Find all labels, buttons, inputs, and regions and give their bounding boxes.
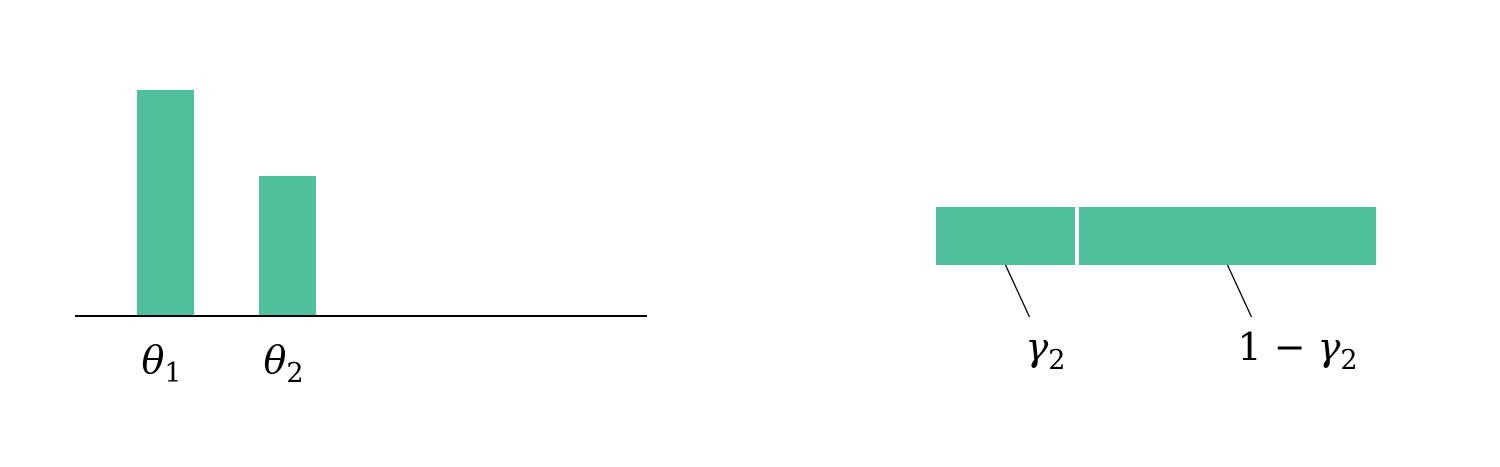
one-minus-prefix: 1 −: [1237, 325, 1317, 369]
bar-theta-2: [259, 176, 316, 316]
bar-theta-1-symbol: θ: [141, 338, 164, 382]
stick-segment-one-minus-gamma-label: 1 − γ2: [1237, 325, 1357, 376]
leader-line-one-minus-gamma: [1226, 264, 1253, 318]
bar-theta-1-subscript: 1: [164, 358, 181, 389]
gamma-symbol-2: γ: [1318, 325, 1341, 369]
stick-segment-gamma-label: γ2: [1026, 325, 1066, 376]
stick-panel: γ2 1 − γ2: [936, 207, 1376, 376]
bar-theta-1-label: θ1: [141, 338, 181, 389]
bar-theta-2-symbol: θ: [263, 338, 286, 382]
stick-segment-one-minus-gamma: [1079, 207, 1376, 265]
gamma-subscript: 2: [1048, 345, 1065, 376]
bar-theta-2-label: θ2: [263, 338, 303, 389]
leader-line-gamma: [1004, 264, 1031, 318]
gamma-symbol: γ: [1026, 325, 1049, 369]
gamma-subscript-2: 2: [1340, 345, 1357, 376]
bar-theta-1: [137, 90, 194, 316]
bar-theta-2-subscript: 2: [286, 358, 303, 389]
bar-panel: θ1 θ2: [75, 90, 647, 389]
stick-segment-gamma: [936, 207, 1075, 265]
